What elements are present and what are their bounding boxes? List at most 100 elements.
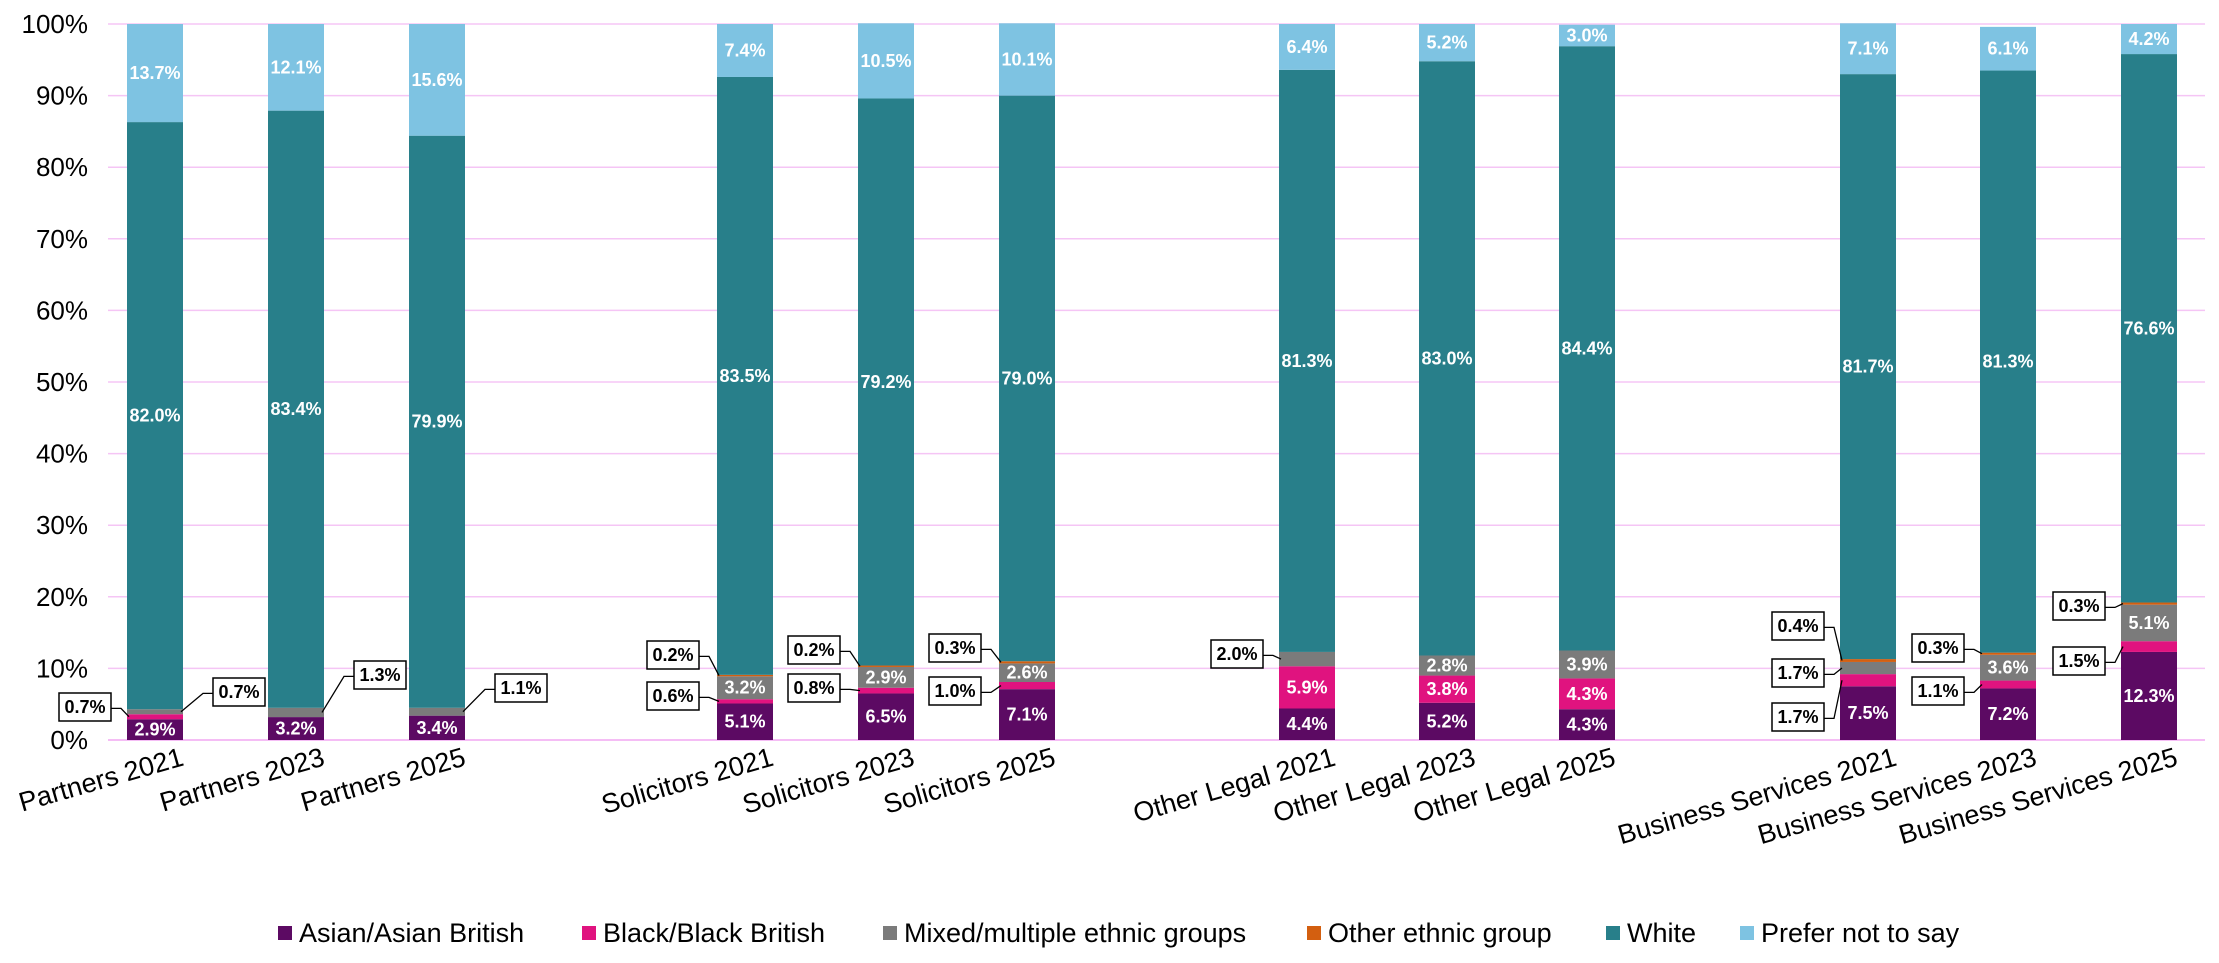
segment-label: 83.5% (719, 366, 770, 386)
bar-segment (1279, 24, 1335, 70)
bar-segment (1980, 70, 2036, 653)
y-tick-label: 90% (36, 81, 88, 111)
callout-label: 0.2% (793, 640, 834, 660)
segment-label: 2.9% (134, 720, 175, 740)
bar-segment (1559, 650, 1615, 679)
legend: Asian/Asian British Black/Black British Mi… (278, 918, 1960, 948)
bar-segment (1559, 46, 1615, 651)
bar-segment (717, 703, 773, 740)
callout-box (2052, 646, 2106, 676)
callout-box (928, 633, 982, 663)
bar-segment (1419, 675, 1475, 703)
segment-label: 15.6% (411, 70, 462, 90)
legend-label: Mixed/multiple ethnic groups (904, 918, 1246, 948)
bar-segment (1980, 26, 2036, 71)
bar-segment (409, 135, 465, 708)
bar-segment (268, 24, 324, 111)
bar-segment (409, 24, 465, 136)
bar-segment (1980, 680, 2036, 689)
bar-segment (858, 666, 914, 688)
legend-label: Other ethnic group (1328, 918, 1552, 948)
bar-segment (2121, 54, 2177, 603)
bar-segment (1840, 74, 1896, 660)
callout-box (2052, 591, 2106, 621)
segment-label: 83.4% (270, 399, 321, 419)
callout-label: 1.5% (2058, 651, 2099, 671)
bar-segment (858, 665, 914, 667)
callout-box (1911, 633, 1965, 663)
segment-label: 83.0% (1421, 348, 1472, 368)
bar-segment (2121, 651, 2177, 740)
callout-leader (321, 675, 354, 713)
segment-label: 10.5% (860, 51, 911, 71)
callout-label: 0.8% (793, 678, 834, 698)
callout-leader (1824, 680, 1843, 720)
y-tick-label: 30% (36, 510, 88, 540)
bar-segment (858, 98, 914, 666)
bar-segment (999, 95, 1055, 662)
segment-label: 12.3% (2123, 686, 2174, 706)
callout-leader (1824, 667, 1843, 676)
segment-label: 7.1% (1847, 39, 1888, 59)
callout-leader (2105, 603, 2124, 609)
bar-segment (717, 676, 773, 700)
bar-segment (999, 661, 1055, 664)
bar-segment (1559, 24, 1615, 47)
bar-segment (858, 23, 914, 99)
legend-swatch (1740, 926, 1754, 940)
bar-segment (1559, 678, 1615, 710)
bar-segment (2121, 604, 2177, 642)
bar-segment (999, 663, 1055, 683)
bar-segment (127, 709, 183, 715)
bar-segment (1419, 655, 1475, 676)
y-tick-label: 10% (36, 653, 88, 683)
bar-segment (1840, 674, 1896, 687)
y-axis-ticks: 0% 10% 20% 30% 40% 50% 60% 70% 80% 90% 100% (22, 9, 89, 755)
x-category-label: Partners 2025 (297, 742, 468, 818)
callout-label: 0.6% (652, 686, 693, 706)
callout-label: 0.4% (1777, 616, 1818, 636)
bar-segment (1980, 688, 2036, 740)
bar-segment (268, 110, 324, 708)
callout-box (494, 673, 548, 703)
segment-label: 3.4% (416, 718, 457, 738)
segment-label: 81.3% (1982, 352, 2033, 372)
segment-label: 3.6% (1987, 658, 2028, 678)
segment-labels: 2.9% 82.0% 13.7% 3.2% 83.4% 12.1% 3.4% 79.9% 15.… (129, 25, 2174, 739)
callout-box (787, 673, 841, 703)
bar-segment (1840, 661, 1896, 675)
segment-label: 76.6% (2123, 318, 2174, 338)
bar-segment (127, 714, 183, 720)
callout-leader (981, 685, 1002, 694)
segment-label: 3.8% (1426, 679, 1467, 699)
bar-segment (717, 24, 773, 77)
legend-label: White (1627, 918, 1696, 948)
callout-labels: 0.7% 0.7% 1.3% 1.1% 0.6% 0.2% 0.8% 0.2% 1.0% 0.3%… (58, 591, 2124, 732)
segment-label: 82.0% (129, 406, 180, 426)
callout-box (646, 640, 700, 670)
legend-label: Black/Black British (603, 918, 825, 948)
callout-label: 0.7% (64, 697, 105, 717)
bar-segment (1419, 24, 1475, 62)
legend-swatch (278, 926, 292, 940)
y-tick-label: 0% (50, 725, 88, 755)
legend-swatch (582, 926, 596, 940)
segment-label: 6.5% (865, 707, 906, 727)
callout-label: 1.1% (1917, 681, 1958, 701)
segment-label: 13.7% (129, 63, 180, 83)
y-tick-label: 50% (36, 367, 88, 397)
bar-segment (858, 693, 914, 740)
segment-label: 7.4% (724, 40, 765, 60)
segment-label: 4.3% (1566, 715, 1607, 735)
legend-swatch (883, 926, 897, 940)
bar-segment (717, 76, 773, 675)
callout-box (1771, 702, 1825, 732)
segment-label: 6.1% (1987, 39, 2028, 59)
callout-leader (1263, 654, 1282, 660)
segment-label: 5.2% (1426, 711, 1467, 731)
bar-segment (1279, 651, 1335, 667)
bar-segment (127, 719, 183, 740)
